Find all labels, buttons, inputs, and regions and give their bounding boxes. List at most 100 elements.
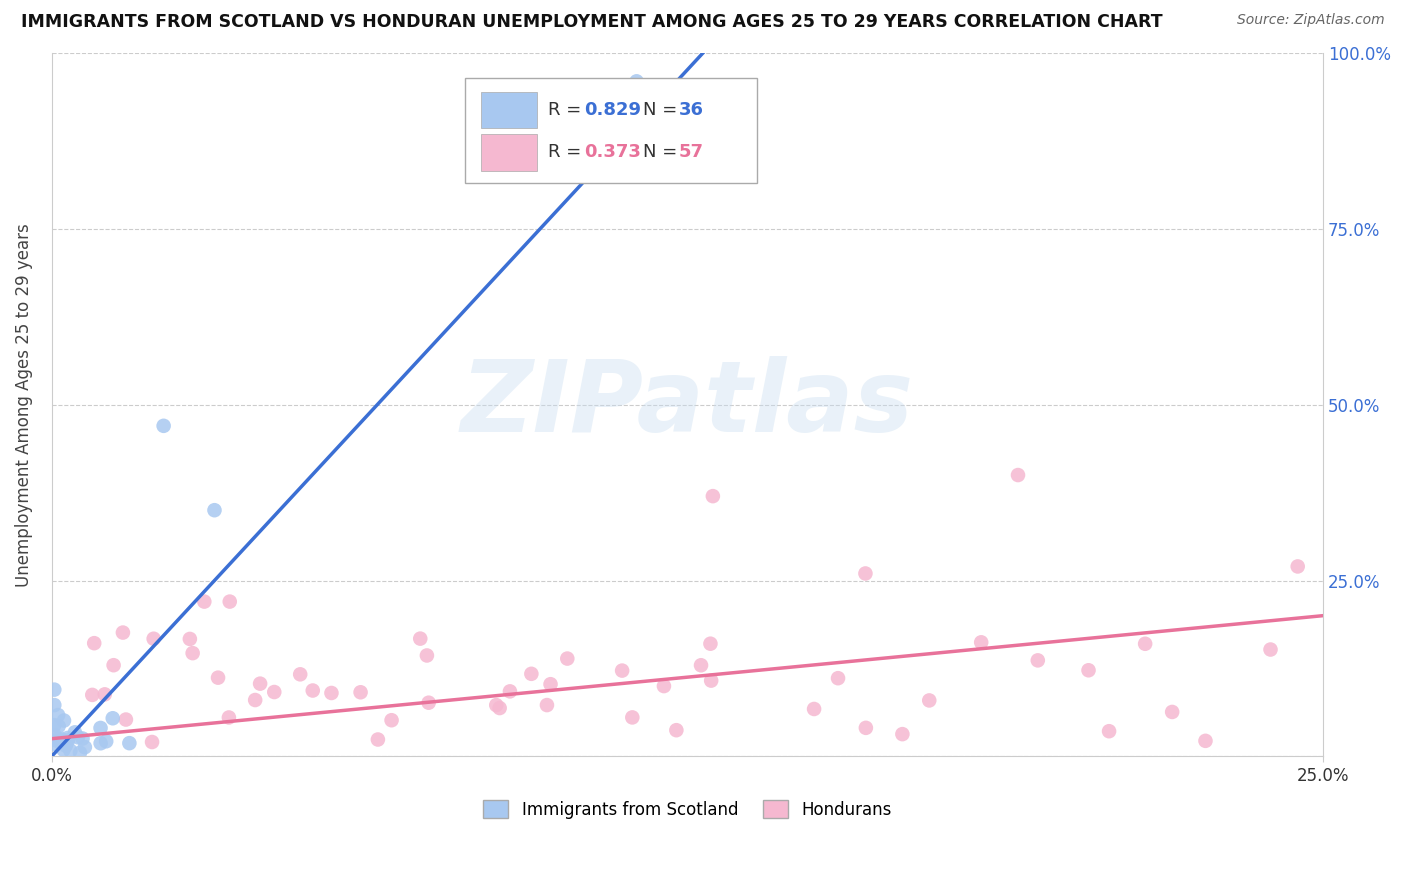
Point: [855, 721, 877, 735]
Point: [321, 686, 343, 700]
Point: [73, 740, 96, 755]
Point: [44, 698, 66, 712]
Point: [101, 711, 124, 725]
Point: [692, 95, 714, 110]
FancyBboxPatch shape: [465, 78, 758, 183]
Point: [56, 733, 79, 747]
Point: [51, 732, 73, 747]
Point: [855, 566, 877, 581]
Point: [970, 635, 993, 649]
Text: R =: R =: [547, 144, 586, 161]
Point: [1161, 705, 1184, 719]
Point: [555, 651, 578, 665]
Point: [626, 74, 648, 88]
Point: [141, 735, 163, 749]
Point: [702, 489, 724, 503]
Point: [1098, 724, 1121, 739]
Point: [115, 713, 138, 727]
Point: [1194, 734, 1216, 748]
Point: [56, 731, 79, 745]
Point: [96, 734, 118, 748]
Point: [290, 667, 312, 681]
Point: [665, 723, 688, 738]
Point: [72, 731, 94, 746]
Text: Source: ZipAtlas.com: Source: ZipAtlas.com: [1237, 13, 1385, 28]
Point: [152, 418, 174, 433]
Point: [700, 673, 723, 688]
Point: [499, 684, 522, 698]
Point: [63, 725, 86, 739]
Text: 0.829: 0.829: [585, 101, 641, 120]
Point: [207, 671, 229, 685]
Legend: Immigrants from Scotland, Hondurans: Immigrants from Scotland, Hondurans: [477, 794, 898, 825]
Point: [69, 746, 91, 760]
Point: [418, 696, 440, 710]
Point: [1077, 663, 1099, 677]
FancyBboxPatch shape: [481, 134, 537, 170]
Point: [1133, 637, 1156, 651]
Point: [46, 734, 69, 748]
Point: [44, 718, 66, 732]
Point: [46, 708, 69, 723]
Point: [94, 687, 117, 701]
Point: [918, 693, 941, 707]
Point: [1007, 468, 1029, 483]
Point: [827, 671, 849, 685]
Point: [44, 737, 66, 751]
Point: [540, 677, 562, 691]
Text: 0.373: 0.373: [585, 144, 641, 161]
Point: [142, 632, 165, 646]
Point: [218, 594, 240, 608]
Point: [204, 503, 226, 517]
Point: [52, 743, 75, 757]
Point: [416, 648, 439, 663]
Point: [263, 685, 285, 699]
Point: [59, 744, 82, 758]
Point: [55, 739, 77, 753]
Point: [610, 664, 633, 678]
Point: [536, 698, 558, 712]
Point: [90, 721, 112, 735]
Point: [803, 702, 825, 716]
Text: R =: R =: [547, 101, 586, 120]
Point: [652, 679, 675, 693]
Point: [699, 637, 721, 651]
Point: [381, 713, 404, 727]
Point: [56, 734, 79, 748]
Point: [349, 685, 371, 699]
Text: N =: N =: [643, 144, 683, 161]
Point: [1286, 559, 1309, 574]
Point: [181, 646, 204, 660]
Text: ZIPatlas: ZIPatlas: [461, 356, 914, 453]
Y-axis label: Unemployment Among Ages 25 to 29 years: Unemployment Among Ages 25 to 29 years: [15, 223, 32, 587]
Point: [367, 732, 389, 747]
Point: [48, 719, 70, 733]
Point: [53, 714, 76, 728]
Point: [90, 736, 112, 750]
Text: 57: 57: [679, 144, 703, 161]
Point: [621, 710, 644, 724]
Point: [409, 632, 432, 646]
Point: [301, 683, 323, 698]
Text: 36: 36: [679, 101, 703, 120]
Point: [111, 625, 134, 640]
Point: [44, 682, 66, 697]
Point: [218, 710, 240, 724]
Point: [179, 632, 201, 646]
Point: [83, 636, 105, 650]
Point: [118, 736, 141, 750]
Text: IMMIGRANTS FROM SCOTLAND VS HONDURAN UNEMPLOYMENT AMONG AGES 25 TO 29 YEARS CORR: IMMIGRANTS FROM SCOTLAND VS HONDURAN UNE…: [21, 13, 1163, 31]
Point: [55, 736, 77, 750]
Point: [193, 594, 215, 608]
FancyBboxPatch shape: [481, 92, 537, 128]
Point: [1260, 642, 1282, 657]
Point: [891, 727, 914, 741]
Point: [103, 658, 125, 673]
Point: [82, 688, 104, 702]
Point: [243, 693, 266, 707]
Point: [690, 658, 713, 673]
Point: [485, 698, 508, 712]
Point: [249, 676, 271, 690]
Point: [45, 731, 67, 746]
Point: [520, 666, 543, 681]
